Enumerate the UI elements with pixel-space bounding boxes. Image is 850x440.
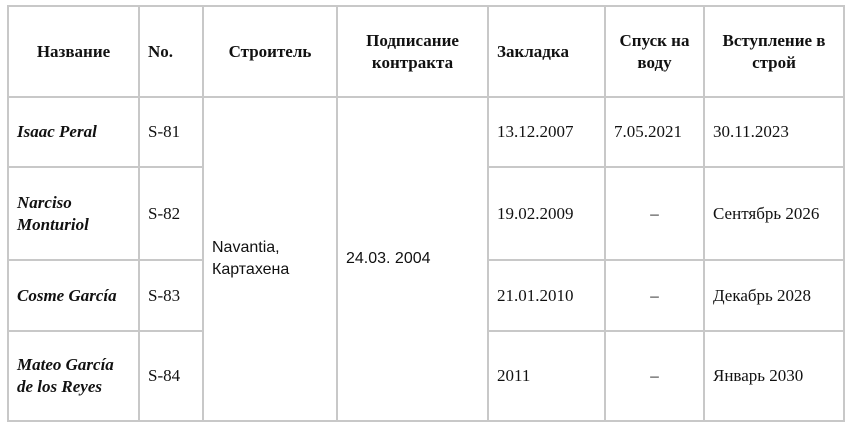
laid-down: 19.02.2009 — [487, 166, 606, 261]
ship-no: S-83 — [138, 259, 204, 332]
header-row: Название No. Строитель Подписание контра… — [7, 5, 845, 98]
table-row: Isaac Peral S-81 Navantia, Картахена 24.… — [7, 96, 845, 422]
ship-no: S-81 — [138, 96, 204, 168]
laid-down: 2011 — [487, 330, 606, 422]
ship-name: Isaac Peral — [7, 96, 140, 168]
header-laid-down: Закладка — [487, 5, 606, 98]
ship-name: Narciso Monturiol — [7, 166, 140, 261]
commissioned: Сентябрь 2026 — [703, 166, 845, 261]
ship-no: S-84 — [138, 330, 204, 422]
contract-cell: 24.03. 2004 — [336, 96, 489, 422]
header-contract: Подписание контракта — [336, 5, 489, 98]
submarine-table: Название No. Строитель Подписание контра… — [7, 5, 845, 422]
table-row: Cosme García S-83 21.01.2010 – Декабрь 2… — [7, 259, 845, 332]
commissioned: Декабрь 2028 — [703, 259, 845, 332]
commissioned: Январь 2030 — [703, 330, 845, 422]
ship-name: Mateo García de los Reyes — [7, 330, 140, 422]
ship-name: Cosme García — [7, 259, 140, 332]
header-launched: Спуск на воду — [604, 5, 705, 98]
laid-down: 13.12.2007 — [487, 96, 606, 168]
laid-down: 21.01.2010 — [487, 259, 606, 332]
header-commissioned: Вступление в строй — [703, 5, 845, 98]
header-name: Название — [7, 5, 140, 98]
launched: – — [604, 330, 705, 422]
table-row: Narciso Monturiol S-82 19.02.2009 – Сент… — [7, 166, 845, 261]
commissioned: 30.11.2023 — [703, 96, 845, 168]
builder-cell: Navantia, Картахена — [202, 96, 338, 422]
launched: – — [604, 259, 705, 332]
header-no: No. — [138, 5, 204, 98]
header-builder: Строитель — [202, 5, 338, 98]
table-row: Mateo García de los Reyes S-84 2011 – Ян… — [7, 330, 845, 422]
ship-no: S-82 — [138, 166, 204, 261]
launched: – — [604, 166, 705, 261]
launched: 7.05.2021 — [604, 96, 705, 168]
